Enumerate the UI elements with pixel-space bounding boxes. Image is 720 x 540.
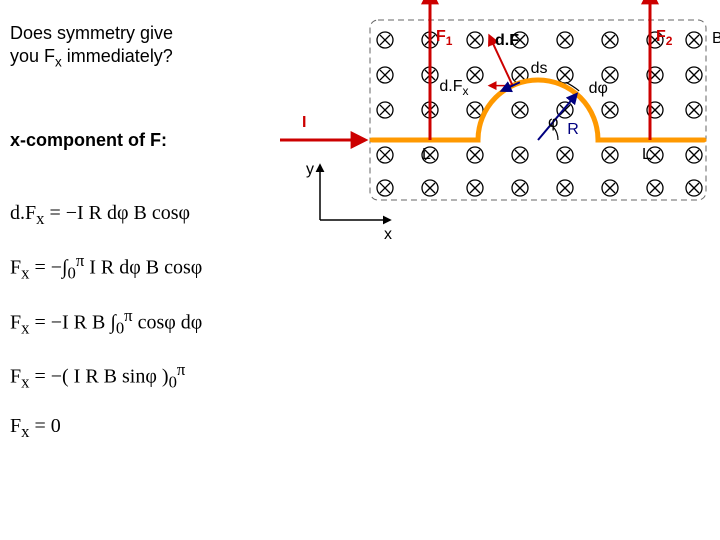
physics-slide: { "question": { "line1": "Does symmetry …: [0, 0, 720, 540]
label-B: B: [712, 30, 720, 48]
diagram-svg: [280, 10, 710, 250]
question-sub: x: [55, 54, 62, 69]
x-component-heading: x-component of F:: [10, 130, 167, 151]
force-diagram: F1 F2 d.F d.Fx ds dφ φ R I B L L x y: [280, 10, 710, 250]
eq3: Fx = −I R B ∫0π cosφ dφ: [10, 306, 350, 339]
question-block: Does symmetry give you Fx immediately?: [10, 22, 230, 71]
eq5: Fx = 0: [10, 415, 350, 442]
eq2: Fx = −∫0π I R dφ B cosφ: [10, 251, 350, 284]
eq4: Fx = −( I R B sinφ )0π: [10, 360, 350, 393]
question-line1: Does symmetry give: [10, 23, 173, 43]
question-line2-pre: you F: [10, 46, 55, 66]
question-line2-post: immediately?: [62, 46, 173, 66]
